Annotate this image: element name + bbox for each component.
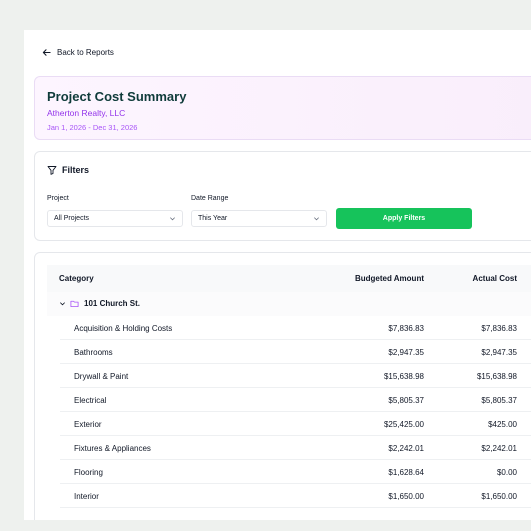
table-row[interactable]: Acquisition & Holding Costs $7,836.83 $7,8… [47,316,531,340]
date-range-select-value: This Year [198,215,228,222]
row-actual-cost: $2,242.01 [481,444,517,453]
back-to-reports-link[interactable]: Back to Reports [42,48,114,57]
row-budgeted-amount: $1,650.00 [388,492,424,501]
table-row[interactable]: Interior $1,650.00 $1,650.00 [47,484,531,508]
row-budgeted-amount: $2,242.01 [388,444,424,453]
table-row[interactable]: Fixtures & Appliances $2,242.01 $2,242.01 [47,436,531,460]
row-category: Flooring [74,468,103,477]
table-row[interactable]: Bathrooms $2,947.35 $2,947.35 [47,340,531,364]
client-name: Atherton Realty, LLC [47,108,126,118]
row-category: Exterior [74,420,102,429]
row-category: Bathrooms [74,348,113,357]
column-header-budgeted: Budgeted Amount [354,274,424,283]
table-row[interactable]: Drywall & Paint $15,638.98 $15,638.98 [47,364,531,388]
cost-table: Category Budgeted Amount Actual Cost 101… [34,252,531,520]
project-group-name: 101 Church St. [84,299,141,308]
table-header: Category Budgeted Amount Actual Cost [47,265,531,292]
project-group-row[interactable]: 101 Church St. [47,292,531,316]
table-row[interactable]: Exterior $25,425.00 $425.00 [47,412,531,436]
back-link-label: Back to Reports [57,48,114,57]
row-budgeted-amount: $25,425.00 [383,420,424,429]
row-actual-cost: $7,836.83 [481,324,517,333]
filter-icon [47,166,57,175]
row-budgeted-amount: $5,805.37 [388,396,424,405]
filters-panel: Filters Project All Projects Date Range … [34,151,531,241]
row-actual-cost: $15,638.98 [476,372,517,381]
column-header-category: Category [59,274,94,283]
row-category: Drywall & Paint [74,372,129,381]
row-category: Fixtures & Appliances [74,444,151,453]
row-category: Interior [74,492,99,501]
folder-icon [70,300,79,308]
row-actual-cost: $425.00 [488,420,517,429]
row-actual-cost: $0.00 [496,468,517,477]
table-row[interactable]: Flooring $1,628.64 $0.00 [47,460,531,484]
row-actual-cost: $1,650.00 [481,492,517,501]
row-category: Acquisition & Holding Costs [74,324,173,333]
filters-heading: Filters [47,165,89,175]
report-page: Back to Reports Project Cost Summary Ath… [24,30,531,520]
date-range-select[interactable]: This Year [191,210,327,227]
row-actual-cost: $5,805.37 [481,396,517,405]
row-budgeted-amount: $7,836.83 [388,324,424,333]
report-date-range: Jan 1, 2026 - Dec 31, 2026 [47,123,138,132]
chevron-down-icon [170,217,175,221]
row-actual-cost: $2,947.35 [481,348,517,357]
date-range-label: Date Range [191,195,229,202]
page-title: Project Cost Summary [47,89,187,104]
table-row[interactable]: Electrical $5,805.37 $5,805.37 [47,388,531,412]
row-budgeted-amount: $15,638.98 [383,372,424,381]
apply-filters-button[interactable]: Apply Filters [336,208,472,229]
project-select-value: All Projects [54,215,90,222]
row-budgeted-amount: $2,947.35 [388,348,424,357]
chevron-down-icon[interactable] [59,300,66,307]
column-header-actual: Actual Cost [472,274,517,283]
row-budgeted-amount: $1,628.64 [388,468,424,477]
arrow-left-icon [42,49,51,56]
filters-title: Filters [62,165,90,175]
project-label: Project [47,195,69,202]
row-category: Electrical [74,396,107,405]
report-header: Project Cost Summary Atherton Realty, LL… [34,76,531,140]
chevron-down-icon [314,217,319,221]
project-select[interactable]: All Projects [47,210,183,227]
